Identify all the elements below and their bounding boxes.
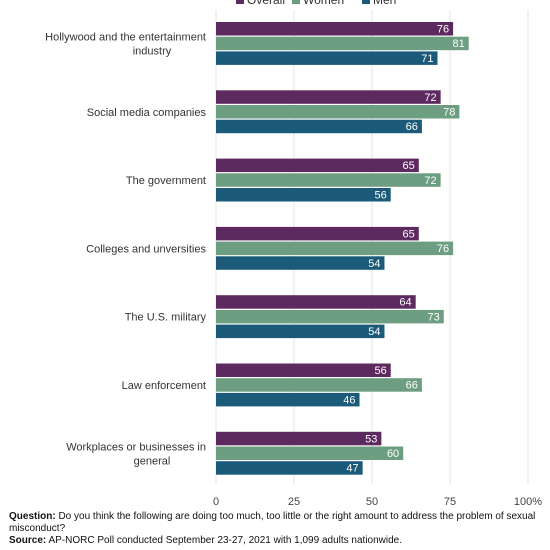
bar-the-u-s-military-men bbox=[216, 324, 385, 339]
bar-value-law-enforcement-overall: 56 bbox=[374, 365, 386, 377]
legend: Overall Women Men bbox=[236, 0, 396, 7]
bar-law-enforcement-women bbox=[216, 378, 422, 392]
bar-workplaces-or-businesses-in-general-men bbox=[216, 461, 363, 475]
bar-the-government-overall bbox=[216, 158, 419, 173]
category-label-colleges-and-unversities: Colleges and unversities bbox=[86, 243, 206, 255]
bar-value-the-u-s-military-overall: 64 bbox=[399, 297, 411, 309]
bar-hollywood-and-the-entertainment-industry-men bbox=[216, 51, 438, 65]
bar-law-enforcement-overall bbox=[216, 363, 391, 377]
bar-social-media-companies-women bbox=[216, 105, 460, 119]
bar-value-workplaces-or-businesses-in-general-overall: 53 bbox=[365, 433, 377, 445]
bar-value-the-u-s-military-men: 54 bbox=[368, 326, 380, 338]
category-labels: Hollywood and the entertainment industry S… bbox=[45, 31, 206, 467]
x-tick-label-25: 25 bbox=[288, 496, 300, 508]
bar-colleges-and-unversities-women bbox=[216, 241, 454, 256]
source-note: Source: AP-NORC Poll conducted September… bbox=[9, 535, 544, 547]
bar-value-hollywood-and-the-entertainment-industry-overall: 76 bbox=[437, 24, 449, 36]
x-tick-label-50: 50 bbox=[366, 496, 378, 508]
bar-value-the-government-overall: 65 bbox=[403, 160, 415, 172]
bar-social-media-companies-overall bbox=[216, 90, 441, 104]
bar-value-law-enforcement-women: 66 bbox=[406, 380, 418, 392]
bar-the-u-s-military-overall bbox=[216, 295, 416, 309]
category-label-workplaces-or-businesses-in-general: Workplaces or businesses in general bbox=[66, 441, 206, 467]
bar-value-colleges-and-unversities-overall: 65 bbox=[403, 228, 415, 240]
legend-swatch-women bbox=[292, 0, 300, 4]
bar-colleges-and-unversities-men bbox=[216, 256, 385, 270]
source-text: AP-NORC Poll conducted September 23-27, … bbox=[48, 535, 403, 546]
category-label-hollywood-and-the-entertainment-industry: Hollywood and the entertainment industry bbox=[45, 31, 206, 57]
bar-the-government-women bbox=[216, 173, 441, 187]
bar-value-the-u-s-military-women: 73 bbox=[428, 311, 440, 323]
bar-hollywood-and-the-entertainment-industry-women bbox=[216, 36, 469, 51]
x-tick-label-75: 75 bbox=[444, 496, 456, 508]
bar-social-media-companies-men bbox=[216, 119, 422, 134]
bar-value-law-enforcement-men: 46 bbox=[343, 394, 355, 406]
x-tick-label-0: 0 bbox=[213, 496, 219, 508]
bar-value-workplaces-or-businesses-in-general-men: 47 bbox=[346, 463, 358, 475]
bar-hollywood-and-the-entertainment-industry-overall bbox=[216, 22, 454, 36]
bar-value-social-media-companies-men: 66 bbox=[406, 121, 418, 133]
category-label-the-government: The government bbox=[126, 175, 206, 187]
bars: 7681717278666572566576546473545666465360… bbox=[216, 22, 469, 475]
bar-value-the-government-men: 56 bbox=[374, 190, 386, 202]
bar-value-colleges-and-unversities-women: 76 bbox=[437, 243, 449, 255]
question-text: Do you think the following are doing too… bbox=[9, 511, 536, 534]
bar-value-social-media-companies-overall: 72 bbox=[424, 92, 436, 104]
bar-value-social-media-companies-women: 78 bbox=[443, 107, 455, 119]
bar-value-the-government-women: 72 bbox=[424, 175, 436, 187]
legend-label-overall: Overall bbox=[247, 0, 285, 7]
bar-the-u-s-military-women bbox=[216, 309, 444, 324]
bar-value-workplaces-or-businesses-in-general-women: 60 bbox=[387, 448, 399, 460]
legend-swatch-overall bbox=[236, 0, 244, 4]
bar-workplaces-or-businesses-in-general-women bbox=[216, 446, 404, 460]
x-tick-label-100: 100% bbox=[514, 496, 542, 508]
bar-value-hollywood-and-the-entertainment-industry-women: 81 bbox=[452, 38, 464, 50]
x-axis-ticks: 0 25 50 75 100% bbox=[213, 496, 542, 508]
bar-value-hollywood-and-the-entertainment-industry-men: 71 bbox=[421, 53, 433, 65]
bar-law-enforcement-men bbox=[216, 392, 360, 407]
bar-workplaces-or-businesses-in-general-overall bbox=[216, 431, 382, 446]
question-label: Question: bbox=[9, 511, 56, 522]
legend-label-men: Men bbox=[373, 0, 396, 7]
legend-label-women: Women bbox=[303, 0, 344, 7]
category-label-law-enforcement: Law enforcement bbox=[122, 380, 206, 392]
bar-the-government-men bbox=[216, 188, 391, 202]
category-label-social-media-companies: Social media companies bbox=[87, 107, 207, 119]
chart-footer: Question: Do you think the following are… bbox=[9, 511, 544, 547]
source-label: Source: bbox=[9, 535, 47, 546]
bar-colleges-and-unversities-overall bbox=[216, 226, 419, 241]
bar-value-colleges-and-unversities-men: 54 bbox=[368, 258, 380, 270]
question-note: Question: Do you think the following are… bbox=[9, 511, 544, 535]
category-label-the-u-s-military: The U.S. military bbox=[125, 312, 207, 324]
legend-swatch-men bbox=[362, 0, 370, 4]
bar-chart: Overall Women Men Hollywood and the entert… bbox=[45, 0, 542, 508]
